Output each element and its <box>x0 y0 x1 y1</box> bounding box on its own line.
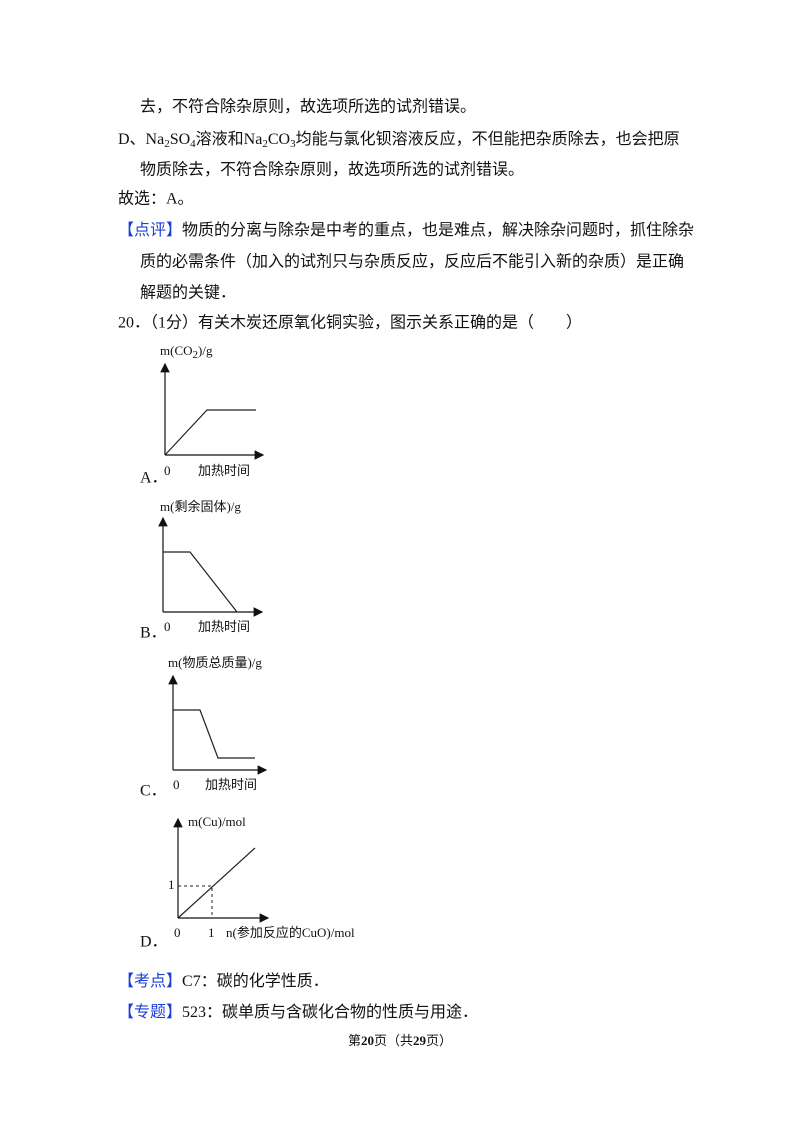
text: 页（共 <box>374 1033 413 1048</box>
page-number: 20 <box>361 1033 374 1048</box>
text: 523：碳单质与含碳化合物的性质与用途． <box>182 1003 478 1021</box>
origin-label: 0 <box>164 463 171 478</box>
footer: 第20页（共29页） <box>348 1033 452 1048</box>
text-line: 质的必需条件（加入的试剂只与杂质反应，反应后不能引入新的杂质）是正确 <box>140 252 684 271</box>
text: CO <box>268 131 290 148</box>
tag: 【专题】 <box>118 1003 182 1021</box>
text: 均能与氯化钡溶液反应，不但能把杂质除去，也会把原 <box>296 129 680 148</box>
text: D、Na <box>118 131 164 148</box>
subscript: 2 <box>193 349 199 361</box>
subscript: 2 <box>262 138 268 150</box>
axis-label: 加热时间 <box>198 619 250 634</box>
text: SO <box>170 131 190 148</box>
text: 页） <box>426 1033 452 1048</box>
axis-label: m(物质总质量)/g <box>168 655 262 670</box>
note: 【专题】523：碳单质与含碳化合物的性质与用途． <box>118 1003 478 1021</box>
subscript: 2 <box>164 138 170 150</box>
text-line: 物质除去，不符合除杂原则，故选项所选的试剂错误。 <box>140 161 524 179</box>
text: 溶液和Na <box>196 130 263 148</box>
curve <box>163 551 238 613</box>
axis-label: n(参加反应的CuO)/mol <box>226 925 355 940</box>
page-total: 29 <box>413 1033 427 1048</box>
option-letter: D． <box>140 934 168 951</box>
origin-label: 0 <box>174 925 181 940</box>
axis-label: 加热时间 <box>198 463 250 478</box>
text: )/g <box>198 343 213 358</box>
tag: 【点评】 <box>118 221 182 239</box>
text-line: 故选：A。 <box>118 190 194 208</box>
text: 物质的分离与除杂是中考的重点，也是难点，解决除杂问题时，抓住除杂 <box>182 221 694 239</box>
subscript: 4 <box>190 138 196 150</box>
curve <box>173 709 255 759</box>
text-line: 解题的关键． <box>140 284 236 302</box>
note: 【考点】C7：碳的化学性质． <box>118 972 329 990</box>
axis-label: m(CO2)/g <box>160 343 213 361</box>
axis-label: m(剩余固体)/g <box>160 499 241 514</box>
guide-line <box>178 885 213 918</box>
origin-label: 0 <box>173 777 180 792</box>
axis-label: m(Cu)/mol <box>188 814 246 829</box>
text: 第 <box>348 1033 361 1048</box>
tick-label: 1 <box>208 925 215 940</box>
axis-label: 加热时间 <box>205 777 257 792</box>
tag: 【考点】 <box>118 972 182 990</box>
option-letter: C． <box>140 783 167 800</box>
text: C7：碳的化学性质． <box>182 972 329 990</box>
option-letter: B． <box>140 625 167 642</box>
text-line: D、Na2SO4溶液和Na2CO3均能与氯化钡溶液反应，不但能把杂质除去，也会把… <box>118 129 680 150</box>
option-letter: A． <box>140 470 168 487</box>
text: m(CO <box>160 343 193 358</box>
tick-label: 1 <box>168 877 175 892</box>
curve <box>164 409 256 456</box>
text-line: 【点评】物质的分离与除杂是中考的重点，也是难点，解决除杂问题时，抓住除杂 <box>118 221 694 239</box>
text-line: 去，不符合除杂原则，故选项所选的试剂错误。 <box>140 98 476 116</box>
subscript: 3 <box>290 138 296 150</box>
curve <box>177 847 256 919</box>
question-stem: 20．（1分）有关木炭还原氧化铜实验，图示关系正确的是（ ） <box>118 314 582 332</box>
origin-label: 0 <box>164 619 171 634</box>
